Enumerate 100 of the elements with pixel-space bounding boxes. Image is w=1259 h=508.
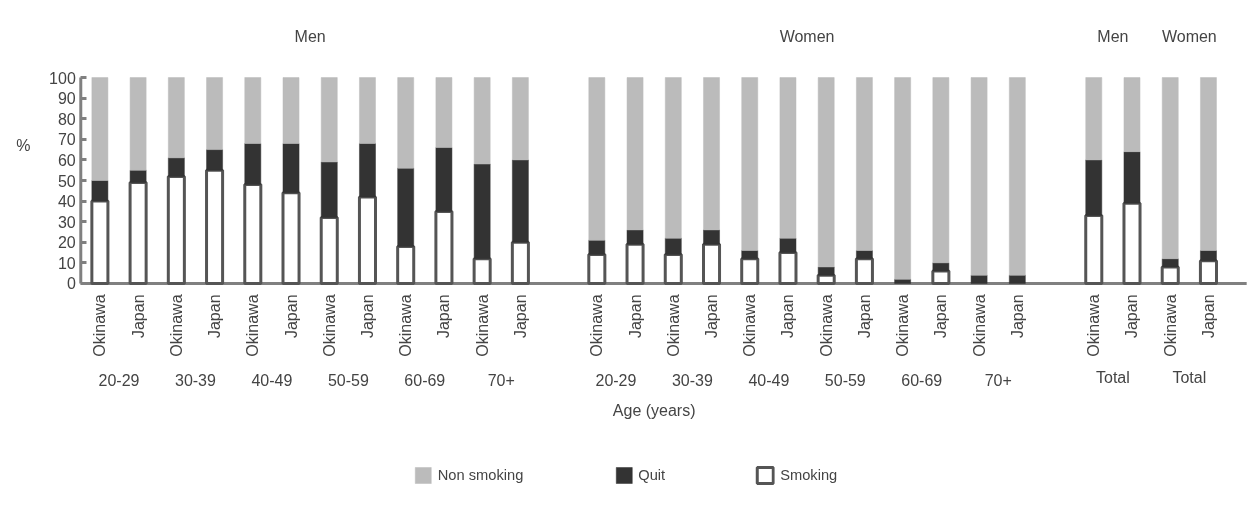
x-tick-label: Okinawa (167, 294, 185, 357)
bar (91, 180, 109, 202)
bar (435, 77, 453, 148)
text: 30-39 (671, 372, 713, 390)
bar (626, 77, 644, 231)
x-tick-label: Japan (282, 294, 300, 339)
bar (778, 251, 798, 285)
bar (205, 168, 225, 285)
bar (817, 266, 835, 276)
x-tick-label: Japan (932, 294, 950, 339)
bar (665, 77, 682, 239)
bar (854, 257, 874, 285)
x-tick-label: Okinawa (244, 294, 262, 357)
text: 50-59 (327, 372, 369, 390)
x-tick-label: Japan (779, 294, 797, 339)
y-tick-label: 60 (57, 151, 76, 169)
text: 50-59 (824, 372, 866, 390)
bar (1085, 159, 1103, 216)
text: 60-69 (404, 372, 446, 390)
y-tick-label: 0 (66, 275, 76, 293)
bar (741, 250, 759, 259)
x-tick-label: Okinawa (91, 294, 109, 357)
bar (91, 77, 109, 181)
bar (740, 257, 760, 285)
legend-label: Smoking (780, 467, 838, 483)
bar (396, 244, 416, 285)
text: 60-69 (901, 372, 943, 390)
bar (206, 149, 223, 171)
text: Men (294, 27, 326, 45)
bar (1122, 201, 1142, 285)
x-tick-label: Okinawa (473, 294, 491, 357)
x-tick-label: Japan (129, 294, 147, 339)
bar (703, 77, 720, 231)
x-tick-label: Japan (358, 294, 376, 339)
bar (817, 77, 835, 268)
text: 70+ (984, 372, 1012, 390)
bar (473, 163, 491, 259)
legend-label: Quit (638, 467, 666, 483)
bar (1123, 151, 1141, 204)
bar (1160, 265, 1180, 285)
bar (779, 237, 797, 253)
bar (510, 240, 530, 285)
bar (1161, 77, 1179, 259)
bar (625, 242, 645, 285)
text: Total (1095, 369, 1130, 387)
y-tick-label: 20 (57, 234, 76, 252)
x-tick-label: Okinawa (1161, 294, 1179, 357)
bar (932, 77, 950, 264)
bar (1009, 274, 1026, 284)
bar (701, 242, 722, 285)
bar (970, 274, 988, 284)
bar (741, 77, 759, 251)
text: 40-49 (251, 372, 293, 390)
text: 30-39 (174, 372, 217, 390)
x-tick-label: Okinawa (588, 294, 606, 357)
x-axis-title: Age (years) (612, 402, 696, 420)
y-tick-label: 70 (57, 131, 76, 149)
bar (359, 143, 376, 198)
bar (243, 183, 263, 285)
x-tick-label: Japan (511, 294, 529, 339)
bar (397, 167, 414, 247)
bar (168, 77, 185, 159)
y-axis-title: % (16, 137, 31, 154)
bar (206, 77, 223, 150)
legend-label: Non smoking (437, 467, 524, 483)
bar (357, 195, 377, 285)
x-tick-label: Japan (626, 294, 644, 339)
bar (856, 77, 873, 251)
bar (588, 239, 606, 255)
bar (129, 77, 147, 171)
x-tick-label: Okinawa (320, 294, 338, 357)
bar (319, 216, 339, 285)
text: Total (1172, 369, 1207, 387)
x-tick-label: Okinawa (894, 294, 912, 357)
bar (626, 229, 644, 245)
x-tick-label: Okinawa (397, 294, 415, 357)
bar (472, 257, 492, 285)
text: 70+ (487, 372, 515, 390)
bar (512, 159, 529, 243)
y-tick-label: 80 (57, 110, 76, 128)
text: 20-29 (98, 372, 140, 390)
bar (244, 143, 262, 185)
x-tick-label: Japan (1123, 294, 1141, 339)
x-tick-label: Okinawa (970, 294, 988, 357)
bar (282, 143, 300, 194)
bar (1084, 214, 1104, 285)
bar (473, 77, 491, 165)
y-tick-label: 10 (57, 254, 76, 272)
x-tick-label: Japan (855, 294, 873, 339)
bar (320, 77, 338, 163)
bar (588, 77, 606, 241)
bar (166, 174, 186, 285)
bar (587, 253, 607, 285)
x-tick-label: Okinawa (664, 294, 682, 357)
bar (663, 253, 683, 285)
x-tick-label: Japan (1008, 294, 1026, 339)
bar (932, 262, 950, 272)
bar (129, 169, 147, 183)
bar (1200, 77, 1217, 251)
bar (1123, 77, 1141, 152)
